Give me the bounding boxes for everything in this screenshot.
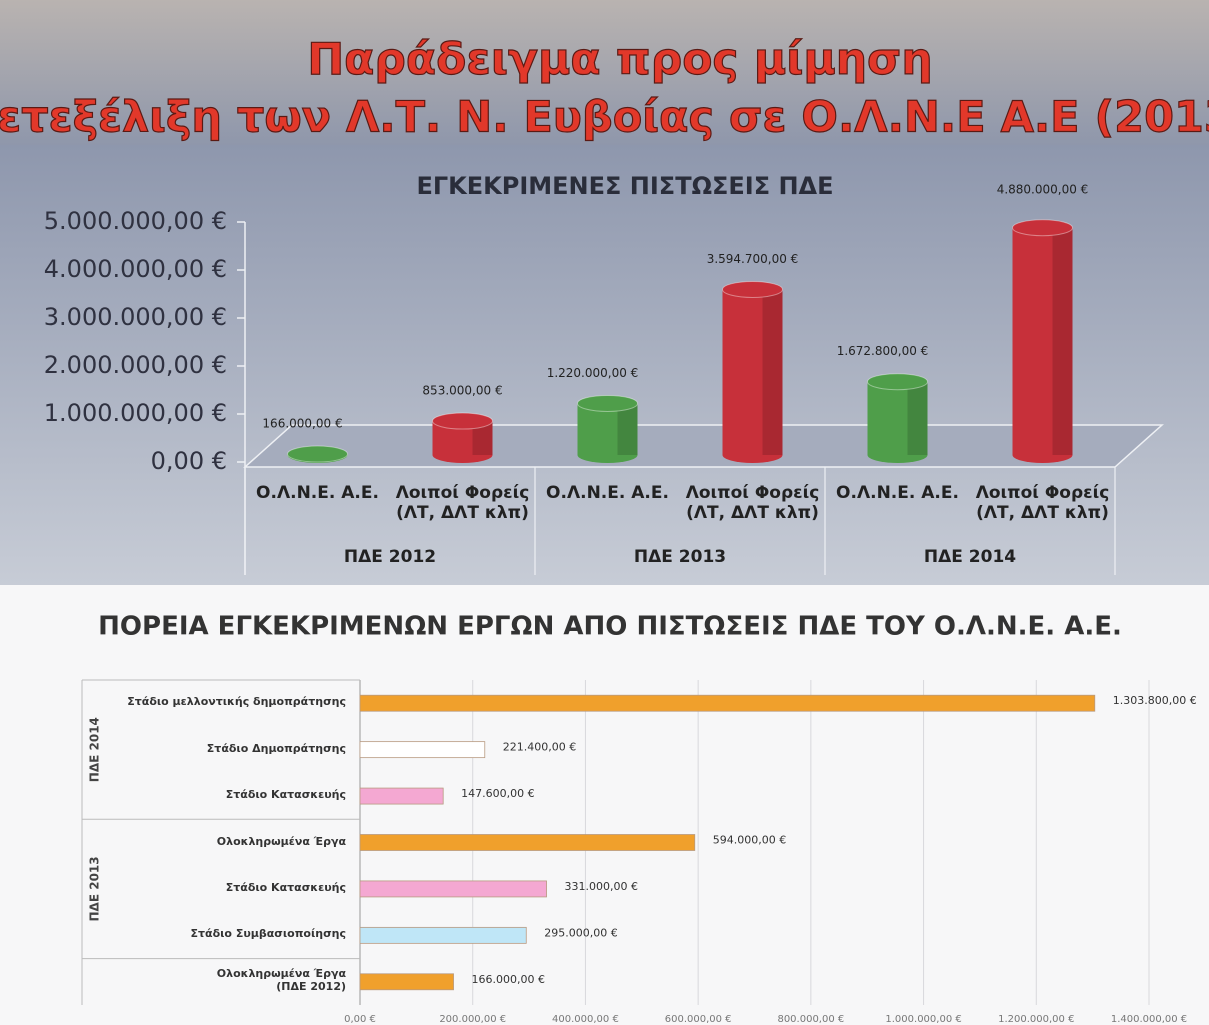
x-tick-label: Ο.Λ.Ν.Ε. Α.Ε. [535,483,680,503]
bar [360,742,485,758]
x-tick-label: Λοιποί Φορείς (ΛΤ, ΔΛΤ κλπ) [970,483,1115,524]
bar [360,695,1095,711]
x-tick-label: Λοιποί Φορείς (ΛΤ, ΔΛΤ κλπ) [680,483,825,524]
y-tick-label: Στάδιο Συμβασιοποίησης [110,927,346,940]
value-label: 3.594.700,00 € [707,252,799,266]
value-label: 853.000,00 € [422,384,502,398]
y-tick-label: Ολοκληρωμένα Έργα [110,835,346,848]
x-tick-label: 1.200.000,00 € [998,1014,1074,1025]
y-tick-label: 4.000.000,00 € [44,255,227,283]
y-tick-label: 3.000.000,00 € [44,303,227,331]
bar [360,974,454,990]
chart-title: ΠΟΡΕΙΑ ΕΓΚΕΚΡΙΜΕΝΩΝ ΕΡΓΩΝ ΑΠΟ ΠΙΣΤΩΣΕΙΣ … [98,612,1122,642]
cylinder-top [288,446,348,462]
group-label: ΠΔΕ 2012 [344,547,436,567]
group-label: ΠΔΕ 2014 [88,717,102,782]
value-label: 331.000,00 € [565,880,638,893]
bar-shade [1053,228,1073,455]
x-tick-label: Ο.Λ.Ν.Ε. Α.Ε. [825,483,970,503]
cylinder-top [578,395,638,411]
bar [360,788,443,804]
value-label: 594.000,00 € [713,834,786,847]
x-tick-label: 400.000,00 € [552,1014,619,1025]
x-tick-label: 1.000.000,00 € [885,1014,961,1025]
cylinder-top [433,413,493,429]
bar-shade [908,382,928,455]
value-label: 4.880.000,00 € [997,182,1089,196]
x-tick-label: Λοιποί Φορείς (ΛΤ, ΔΛΤ κλπ) [390,483,535,524]
cylinder-top [868,374,928,390]
cylinder-top [1013,220,1073,236]
x-tick-label: 0,00 € [344,1014,376,1025]
group-label: ΠΔΕ 2013 [88,856,102,921]
y-tick-label: 1.000.000,00 € [44,399,227,427]
x-tick-label: 1.400.000,00 € [1111,1014,1187,1025]
x-tick-label: 200.000,00 € [439,1014,506,1025]
bar [360,835,695,851]
value-label: 166.000,00 € [472,973,545,986]
y-tick-label: 0,00 € [151,447,227,475]
y-tick-label: 2.000.000,00 € [44,351,227,379]
value-label: 166.000,00 € [262,417,342,431]
y-tick-label: Στάδιο Δημοπράτησης [110,742,346,755]
y-tick-label: Στάδιο Κατασκευής [110,788,346,801]
y-tick-label: Στάδιο Κατασκευής [110,881,346,894]
x-tick-label: Ο.Λ.Ν.Ε. Α.Ε. [245,483,390,503]
y-tick-label: 5.000.000,00 € [44,207,227,235]
value-label: 147.600,00 € [461,787,534,800]
cylinder-top [723,281,783,297]
x-tick-label: 800.000,00 € [777,1014,844,1025]
group-label: ΠΔΕ 2013 [634,547,726,567]
value-label: 1.672.800,00 € [837,344,929,358]
bar [360,927,526,943]
slide-title: Μετεξέλιξη των Λ.Τ. Ν. Ευβοίας σε Ο.Λ.Ν.… [0,93,1209,143]
y-tick-label: Στάδιο μελλοντικής δημοπράτησης [110,695,346,708]
slide: Παράδειγμα προς μίμηση Μετεξέλιξη των Λ.… [0,0,1209,1025]
chart-title: ΕΓΚΕΚΡΙΜΕΝΕΣ ΠΙΣΤΩΣΕΙΣ ΠΔΕ [416,172,833,200]
value-label: 1.220.000,00 € [547,366,639,380]
x-tick-label: 600.000,00 € [665,1014,732,1025]
value-label: 221.400,00 € [503,741,576,754]
slide-title: Παράδειγμα προς μίμηση [307,34,932,85]
group-label: ΠΔΕ 2014 [924,547,1016,567]
value-label: 295.000,00 € [544,926,617,939]
y-tick-label: Ολοκληρωμένα Έργα (ΠΔΕ 2012) [110,967,346,993]
bar-shade [763,289,783,455]
value-label: 1.303.800,00 € [1113,694,1197,707]
bar [360,881,547,897]
